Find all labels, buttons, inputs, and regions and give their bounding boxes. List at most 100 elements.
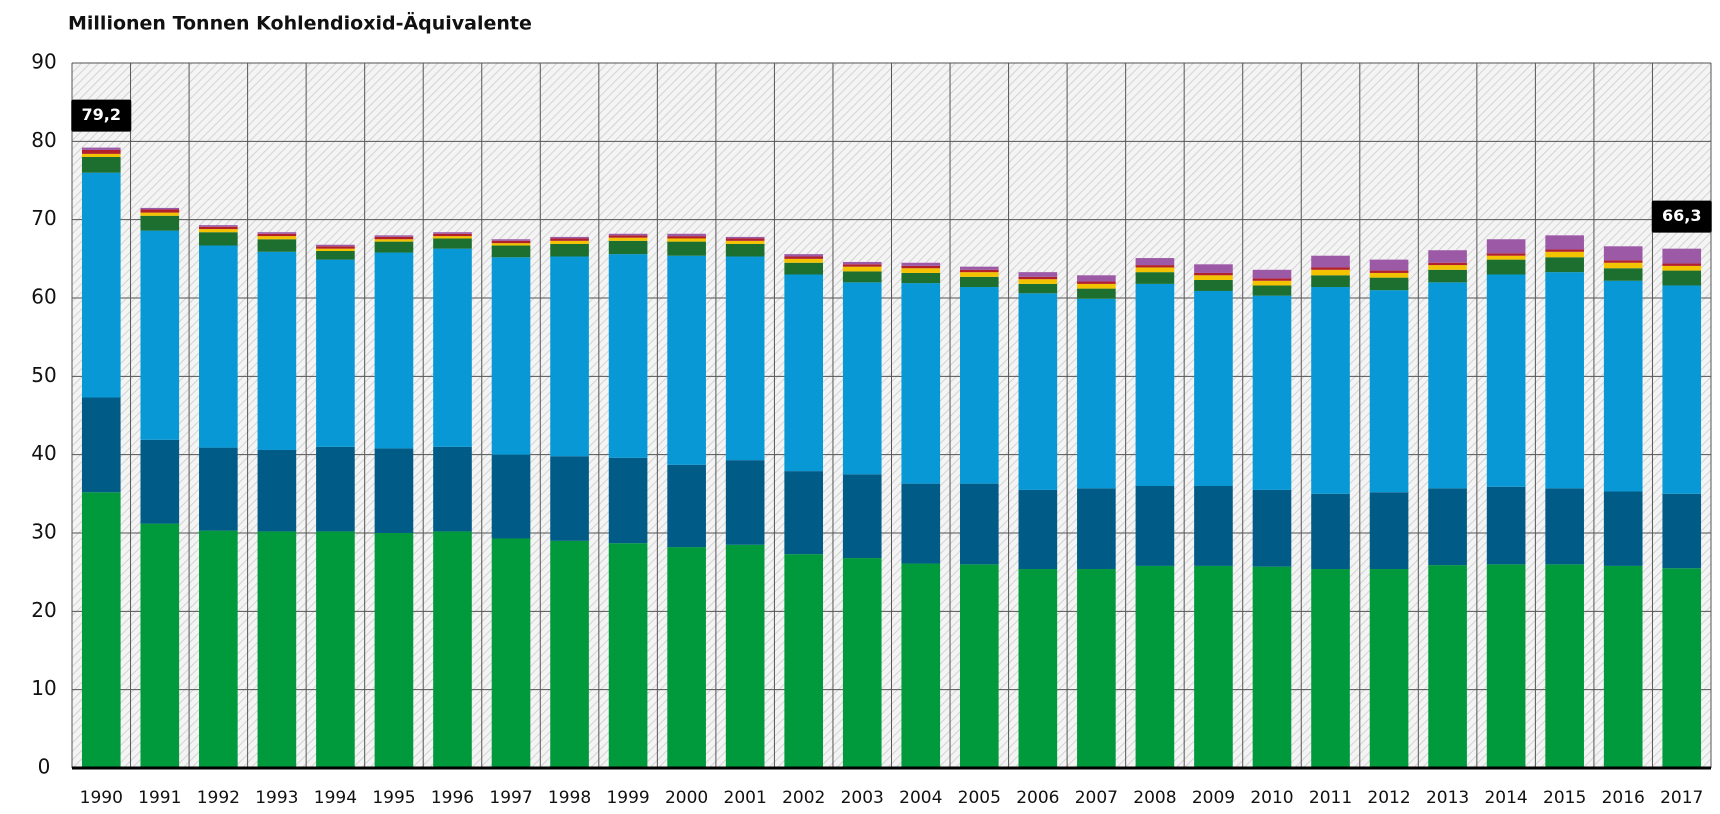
bar-segment bbox=[1486, 486, 1526, 565]
bar-segment bbox=[1018, 569, 1058, 768]
bar-segment bbox=[1545, 235, 1584, 250]
bar-segment bbox=[901, 483, 941, 564]
bar-segment bbox=[1135, 565, 1175, 768]
x-tick-label: 2004 bbox=[899, 788, 942, 808]
bar-segment bbox=[257, 236, 297, 240]
bar-segment bbox=[959, 287, 999, 484]
x-tick-label: 1994 bbox=[314, 788, 357, 808]
bar-segment bbox=[1018, 293, 1058, 490]
bar-segment bbox=[433, 248, 472, 447]
bar-segment bbox=[199, 530, 238, 768]
bar-segment bbox=[257, 232, 297, 234]
bar-segment bbox=[1603, 262, 1643, 269]
y-tick-label: 50 bbox=[31, 363, 56, 387]
bar-segment bbox=[491, 454, 531, 539]
bar-segment bbox=[374, 533, 414, 768]
x-tick-label: 1997 bbox=[489, 788, 532, 808]
bar-segment bbox=[1018, 272, 1058, 277]
x-tick-label: 2016 bbox=[1602, 788, 1645, 808]
bar-segment bbox=[608, 233, 648, 236]
y-tick-label: 20 bbox=[31, 598, 56, 622]
annotation-box bbox=[71, 99, 132, 132]
bar-segment bbox=[1545, 564, 1584, 768]
bar-segment bbox=[199, 229, 238, 233]
bar-segment bbox=[491, 538, 531, 768]
bar-segment bbox=[1428, 250, 1467, 263]
bar-segment bbox=[1252, 285, 1292, 296]
bar-segment bbox=[316, 244, 355, 247]
bar-segment bbox=[1545, 257, 1584, 273]
bar-segment bbox=[842, 261, 882, 265]
bar-segment bbox=[140, 209, 180, 213]
bar-segment bbox=[316, 248, 355, 251]
bar-segment bbox=[1603, 565, 1643, 768]
annotation-label: 66,3 bbox=[1662, 206, 1701, 225]
bar-segment bbox=[842, 474, 882, 559]
bar-segment bbox=[1311, 493, 1350, 570]
bar-segment bbox=[1077, 275, 1116, 282]
bar-segment bbox=[374, 241, 414, 253]
y-tick-label: 40 bbox=[31, 441, 56, 465]
x-tick-label: 2006 bbox=[1016, 788, 1059, 808]
bar-segment bbox=[550, 236, 589, 239]
bar-segment bbox=[550, 540, 589, 768]
bar-segment bbox=[608, 543, 648, 768]
bar-segment bbox=[433, 232, 472, 234]
bar-segment bbox=[784, 256, 824, 259]
bar-segment bbox=[1194, 264, 1233, 273]
bar-segment bbox=[901, 272, 941, 284]
bar-segment bbox=[1428, 262, 1467, 266]
bar-segment bbox=[959, 269, 999, 273]
bar-segment bbox=[1545, 488, 1584, 565]
bar-segment bbox=[1486, 564, 1526, 768]
x-tick-label: 2003 bbox=[841, 788, 884, 808]
bar-segment bbox=[725, 236, 765, 239]
x-tick-label: 1999 bbox=[606, 788, 649, 808]
bar-segment bbox=[1486, 253, 1526, 256]
bar-segment bbox=[784, 262, 824, 275]
bar-segment bbox=[1369, 272, 1409, 278]
bar-segment bbox=[1603, 246, 1643, 261]
bar-segment bbox=[1252, 269, 1292, 279]
bar-segment bbox=[1252, 278, 1292, 281]
bar-segment bbox=[1603, 491, 1643, 566]
x-tick-label: 2007 bbox=[1075, 788, 1118, 808]
bar-segment bbox=[1194, 290, 1233, 486]
bar-segment bbox=[901, 265, 941, 269]
bar-segment bbox=[1018, 279, 1058, 284]
bar-segment bbox=[316, 531, 355, 768]
bar-segment bbox=[901, 563, 941, 768]
bar-segment bbox=[1603, 260, 1643, 263]
bar-segment bbox=[433, 236, 472, 239]
bar-segment bbox=[842, 558, 882, 768]
bar-segment bbox=[550, 238, 589, 241]
bar-segment bbox=[257, 251, 297, 450]
bar-segment bbox=[725, 238, 765, 241]
bar-segment bbox=[1311, 275, 1350, 288]
bar-segment bbox=[608, 240, 648, 255]
x-tick-label: 1991 bbox=[138, 788, 181, 808]
bar-segment bbox=[1311, 269, 1350, 276]
bar-segment bbox=[1077, 488, 1116, 570]
bar-segment bbox=[1369, 569, 1409, 768]
bar-segment bbox=[667, 236, 706, 239]
bar-segment bbox=[1311, 267, 1350, 270]
bar-segment bbox=[667, 464, 706, 548]
bar-segment bbox=[550, 243, 589, 257]
bar-segment bbox=[1077, 283, 1116, 289]
bar-segment bbox=[608, 457, 648, 544]
bar-segment bbox=[842, 282, 882, 475]
bar-segment bbox=[1603, 268, 1643, 281]
bar-segment bbox=[433, 233, 472, 237]
bar-segment bbox=[1252, 280, 1292, 286]
bar-segment bbox=[1194, 279, 1233, 291]
bar-segment bbox=[725, 460, 765, 545]
bar-segment bbox=[1428, 269, 1467, 283]
bar-segment bbox=[1135, 258, 1175, 266]
bar-segment bbox=[959, 483, 999, 565]
x-tick-label: 2002 bbox=[782, 788, 825, 808]
bar-segment bbox=[667, 233, 706, 237]
bar-segment bbox=[199, 232, 238, 246]
bar-segment bbox=[199, 225, 238, 227]
